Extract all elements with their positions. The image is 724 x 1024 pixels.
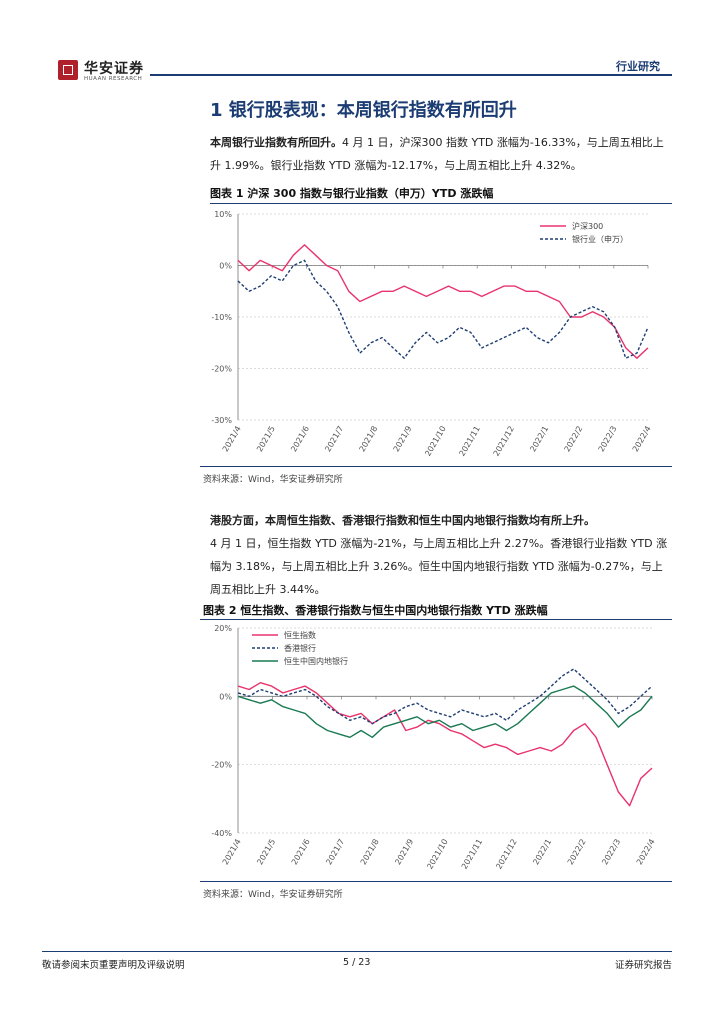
x-tick-label: 2022/2 (563, 425, 585, 454)
y-tick-label: -20% (211, 365, 232, 374)
x-tick-label: 2021/10 (423, 425, 447, 458)
figure-2-chart: 20% 0% -20% -40%2021/4 2021/5 2021/6 2021/7 202… (211, 624, 657, 871)
figure-2-source: 资料来源：Wind，华安证券研究所 (203, 890, 343, 900)
figure-1-source: 资料来源：Wind，华安证券研究所 (203, 475, 343, 485)
x-tick-label: 2022/3 (600, 838, 622, 867)
legend-label: 恒生中国内地银行 (284, 656, 348, 666)
legend-label: 银行业（申万） (572, 234, 628, 244)
x-tick-label: 2022/4 (631, 425, 653, 454)
x-tick-label: 2021/4 (221, 838, 243, 867)
footer-report-type: 证券研究报告 (614, 960, 672, 971)
y-tick-label: -20% (211, 761, 232, 770)
legend-label: 恒生指数 (284, 630, 316, 640)
paragraph-1: 本周银行业指数有所回升。4 月 1 日，沪深300 指数 YTD 涨幅为-16.… (210, 131, 672, 177)
huaan-logo-icon (58, 60, 78, 80)
figure-2-title: 图表 2 恒生指数、香港银行指数与恒生中国内地银行指数 YTD 涨跌幅 (203, 604, 548, 617)
paragraph-1-lead: 本周银行业指数有所回升。 (210, 136, 342, 149)
x-tick-label: 2022/4 (635, 838, 657, 867)
figure-1-chart: 10% 0% -10% -20% -30%2021/4 2021/5 2021/6 2021/… (211, 210, 653, 458)
series-line (237, 244, 649, 359)
series-line (237, 685, 653, 739)
figure-1-title: 图表 1 沪深 300 指数与银行业指数（申万）YTD 涨跌幅 (210, 187, 494, 200)
x-tick-label: 2021/5 (255, 425, 277, 454)
x-tick-label: 2022/1 (528, 425, 550, 454)
y-tick-label: -10% (211, 313, 232, 322)
x-tick-label: 2021/4 (221, 425, 243, 454)
paragraph-2-lead: 港股方面，本周恒生指数、香港银行指数和恒生中国内地银行指数均有所上升。 (210, 514, 595, 527)
x-tick-label: 2022/1 (531, 838, 553, 867)
page-number: 5 / 23 (343, 957, 371, 968)
footer-divider (42, 951, 672, 952)
series-line (237, 259, 649, 359)
series-line (237, 682, 653, 807)
series-line (237, 668, 653, 725)
x-tick-label: 2021/9 (392, 425, 414, 454)
y-tick-label: 20% (214, 624, 232, 633)
x-tick-label: 2021/11 (460, 838, 484, 871)
x-tick-label: 2021/6 (289, 425, 311, 454)
paragraph-2-body: 4 月 1 日，恒生指数 YTD 涨幅为-21%，与上周五相比上升 2.27%。… (210, 537, 668, 596)
footer-disclaimer-link[interactable]: 敬请参阅末页重要声明及评级说明 (42, 960, 185, 971)
header-tag: 行业研究 (616, 60, 660, 73)
x-tick-label: 2021/12 (494, 838, 518, 871)
x-tick-label: 2021/6 (290, 838, 312, 867)
x-tick-label: 2021/8 (358, 425, 380, 454)
paragraph-2: 港股方面，本周恒生指数、香港银行指数和恒生中国内地银行指数均有所上升。 4 月 1… (210, 509, 672, 601)
legend-label: 香港银行 (284, 643, 316, 653)
figure-2-top-rule (200, 619, 672, 620)
y-tick-label: 0% (219, 262, 232, 271)
x-tick-label: 2021/7 (323, 425, 345, 454)
x-tick-label: 2021/7 (324, 838, 346, 867)
y-tick-label: 10% (214, 210, 232, 219)
header-divider (150, 74, 672, 76)
logo-subtext: HUAAN RESEARCH (84, 76, 143, 82)
x-tick-label: 2021/10 (425, 838, 449, 871)
x-tick-label: 2021/11 (457, 425, 481, 458)
x-tick-label: 2021/8 (359, 838, 381, 867)
x-tick-label: 2021/9 (393, 838, 415, 867)
figure-1-bottom-rule (200, 466, 672, 467)
figure-1-top-rule (210, 203, 672, 204)
x-tick-label: 2021/5 (255, 838, 277, 867)
y-tick-label: -30% (211, 416, 232, 425)
paragraph-1-body: 4 月 1 日，沪深300 指数 YTD 涨幅为-16.33%，与上周五相比上升… (210, 136, 664, 172)
legend-label: 沪深300 (572, 221, 603, 231)
y-tick-label: 0% (219, 692, 232, 701)
logo-text: 华安证券 (84, 61, 144, 77)
x-tick-label: 2022/2 (566, 838, 588, 867)
figure-2-bottom-rule (200, 881, 672, 882)
y-tick-label: -40% (211, 829, 232, 838)
section-title: 1 银行股表现：本周银行指数有所回升 (210, 100, 517, 121)
x-tick-label: 2022/3 (597, 425, 619, 454)
x-tick-label: 2021/12 (492, 425, 516, 458)
